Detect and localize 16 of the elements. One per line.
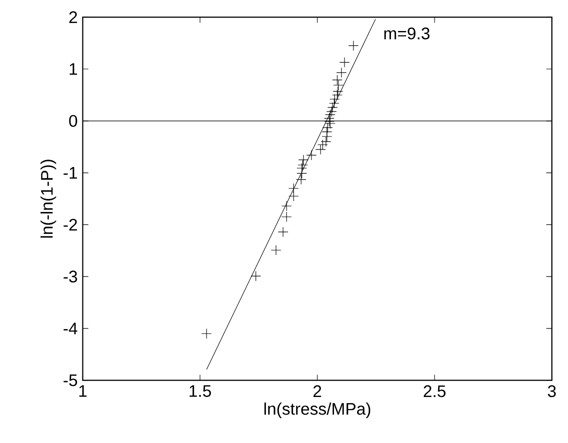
y-tick-label: -5 <box>64 374 78 386</box>
y-axis-title: ln(-ln(1-P)) <box>40 160 56 238</box>
x-tick-label: 2 <box>313 385 322 398</box>
y-tick-label: -3 <box>64 270 78 283</box>
x-tick-label: 1.5 <box>190 385 211 397</box>
x-tick-label: 3 <box>548 385 556 398</box>
y-tick-label: 1 <box>70 63 77 75</box>
y-tick-label: -4 <box>64 322 78 334</box>
x-tick-label: 1 <box>79 385 87 397</box>
y-tick-label: -2 <box>64 218 77 231</box>
x-tick-label: 2.5 <box>424 385 446 398</box>
x-axis-title: ln(stress/MPa) <box>264 402 370 418</box>
y-tick-label: 2 <box>69 11 77 24</box>
annotation: m=9.3 <box>384 28 430 40</box>
y-tick-label: 0 <box>69 115 78 127</box>
y-tick-label: -1 <box>64 167 77 179</box>
